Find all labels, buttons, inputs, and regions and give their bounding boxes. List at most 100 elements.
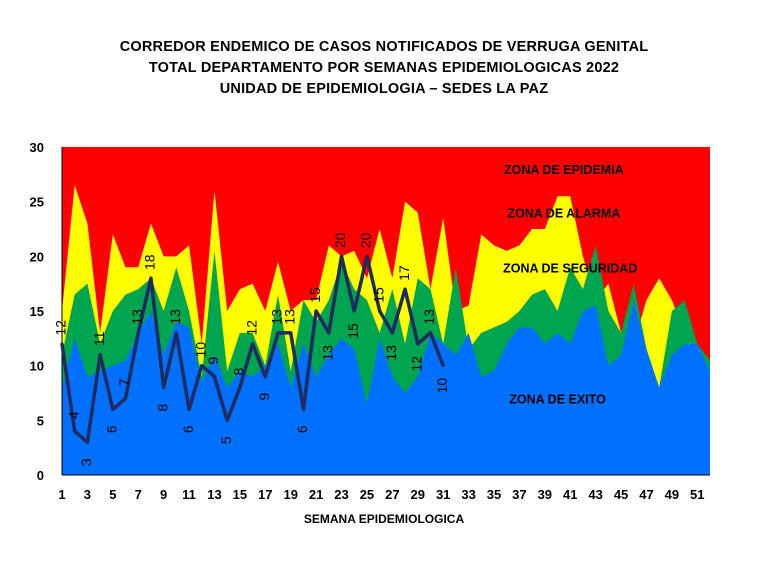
y-tick-label: 20 <box>30 249 44 264</box>
y-tick-label: 0 <box>37 468 44 483</box>
cases-point <box>441 364 445 368</box>
data-label: 8 <box>154 403 170 411</box>
cases-point <box>238 386 242 390</box>
x-tick-label: 25 <box>360 487 374 502</box>
cases-point <box>340 254 344 258</box>
cases-point <box>289 331 293 335</box>
zone-alarma-label: ZONA DE ALARMA <box>507 207 620 221</box>
data-label: 4 <box>65 411 81 419</box>
chart-title-line-1: CORREDOR ENDEMICO DE CASOS NOTIFICADOS D… <box>119 39 649 55</box>
cases-point <box>378 309 382 313</box>
cases-point <box>390 331 394 335</box>
data-label: 15 <box>370 287 386 303</box>
cases-point <box>327 331 331 335</box>
cases-point <box>428 331 432 335</box>
data-label: 13 <box>129 309 145 325</box>
data-label: 13 <box>281 309 297 325</box>
cases-point <box>73 429 77 433</box>
data-label: 20 <box>358 232 374 248</box>
x-tick-label: 49 <box>665 487 679 502</box>
cases-point <box>98 353 102 357</box>
x-tick-label: 15 <box>233 487 247 502</box>
x-tick-label: 17 <box>258 487 272 502</box>
data-label: 6 <box>104 425 120 433</box>
cases-point <box>60 342 64 346</box>
data-label: 20 <box>332 232 348 248</box>
x-tick-label: 1 <box>58 487 65 502</box>
cases-point <box>314 309 318 313</box>
cases-point <box>225 418 229 422</box>
y-tick-label: 5 <box>37 413 44 428</box>
x-tick-label: 7 <box>135 487 142 502</box>
cases-point <box>365 254 369 258</box>
x-tick-label: 23 <box>334 487 348 502</box>
zone-exito-label: ZONA DE EXITO <box>509 392 606 406</box>
x-tick-label: 51 <box>690 487 704 502</box>
data-label: 13 <box>167 309 183 325</box>
data-label: 17 <box>396 265 412 281</box>
zone-epidemia-label: ZONA DE EPIDEMIA <box>504 163 624 177</box>
x-tick-label: 31 <box>436 487 450 502</box>
data-label: 8 <box>231 367 247 375</box>
cases-point <box>136 331 140 335</box>
cases-point <box>111 407 115 411</box>
data-label: 15 <box>345 323 361 339</box>
data-label: 7 <box>116 378 132 386</box>
cases-point <box>174 331 178 335</box>
cases-point <box>187 407 191 411</box>
x-tick-label: 13 <box>207 487 221 502</box>
cases-point <box>149 276 153 280</box>
data-label: 13 <box>320 345 336 361</box>
x-tick-label: 21 <box>309 487 323 502</box>
cases-point <box>162 386 166 390</box>
x-tick-label: 27 <box>385 487 399 502</box>
data-label: 12 <box>243 320 259 336</box>
data-label: 13 <box>421 309 437 325</box>
data-label: 18 <box>142 254 158 270</box>
x-tick-label: 45 <box>614 487 628 502</box>
cases-point <box>276 331 280 335</box>
x-tick-label: 41 <box>563 487 577 502</box>
x-tick-label: 47 <box>639 487 653 502</box>
data-label: 12 <box>53 320 69 336</box>
x-axis-label: SEMANA EPIDEMIOLOGICA <box>303 512 465 526</box>
y-tick-label: 25 <box>30 195 44 210</box>
x-tick-label: 19 <box>283 487 297 502</box>
data-label: 9 <box>256 392 272 400</box>
chart-title-line-2: TOTAL DEPARTAMENTO POR SEMANAS EPIDEMIOL… <box>148 60 620 76</box>
data-label: 15 <box>307 287 323 303</box>
chart-title-line-3: UNIDAD DE EPIDEMIOLOGIA – SEDES LA PAZ <box>219 81 549 97</box>
cases-point <box>263 375 267 379</box>
data-label: 9 <box>205 356 221 364</box>
x-tick-label: 9 <box>160 487 167 502</box>
cases-point <box>124 396 128 400</box>
data-label: 10 <box>192 342 208 358</box>
data-label: 12 <box>408 356 424 372</box>
zone-seguridad-label: ZONA DE SEGURIDAD <box>503 261 637 275</box>
y-tick-label: 10 <box>30 359 44 374</box>
x-tick-label: 39 <box>538 487 552 502</box>
x-tick-label: 43 <box>588 487 602 502</box>
data-label: 6 <box>180 425 196 433</box>
x-tick-label: 29 <box>411 487 425 502</box>
y-tick-label: 15 <box>30 304 44 319</box>
cases-point <box>352 309 356 313</box>
data-label: 13 <box>269 309 285 325</box>
data-label: 6 <box>294 425 310 433</box>
y-tick-label: 30 <box>30 140 44 155</box>
cases-point <box>85 440 89 444</box>
cases-point <box>416 342 420 346</box>
cases-point <box>403 287 407 291</box>
data-label: 11 <box>91 331 107 346</box>
cases-point <box>301 407 305 411</box>
zone-exito-area <box>62 300 710 475</box>
data-label: 3 <box>78 458 94 466</box>
data-label: 10 <box>434 378 450 394</box>
data-label: 5 <box>218 436 234 444</box>
x-tick-label: 37 <box>512 487 526 502</box>
x-tick-label: 11 <box>182 487 196 502</box>
cases-point <box>200 364 204 368</box>
x-tick-label: 3 <box>84 487 91 502</box>
x-tick-label: 5 <box>109 487 116 502</box>
